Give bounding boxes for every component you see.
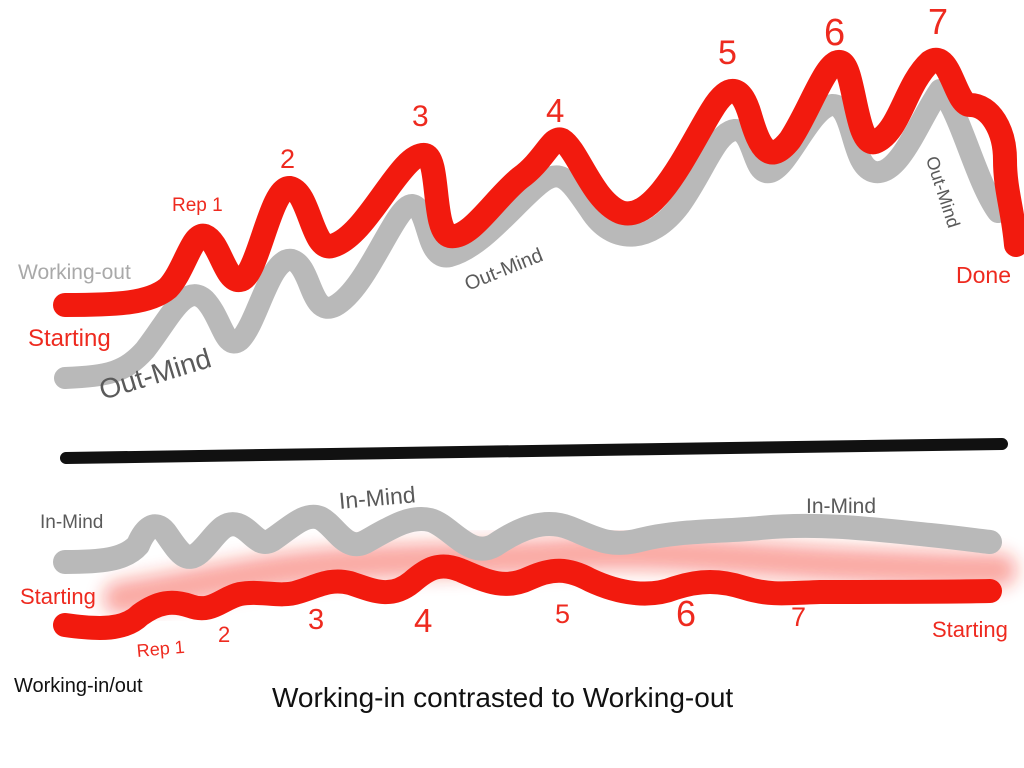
- starting-label-bottom-left: Starting: [20, 584, 96, 609]
- in-mind-line-bottom: [53, 504, 1002, 574]
- rep-1-label-bottom: Rep 1: [135, 636, 186, 661]
- starting-label-top: Starting: [28, 325, 111, 352]
- in-mind-label-1: In-Mind: [40, 512, 104, 533]
- glow-band: [103, 535, 1017, 615]
- working-in-line-bottom: [53, 554, 1002, 640]
- rep-1-label-top: Rep 1: [172, 195, 223, 216]
- done-label: Done: [956, 262, 1011, 288]
- rep-4-label-top: 4: [546, 92, 565, 129]
- working-out-label: Working-out: [18, 261, 131, 284]
- rep-7-label-top: 7: [928, 1, 949, 42]
- diagram-caption: Working-in contrasted to Working-out: [272, 682, 734, 713]
- starting-label-bottom-right: Starting: [932, 617, 1008, 642]
- in-mind-label-3: In-Mind: [806, 495, 877, 518]
- rep-5-label-top: 5: [718, 34, 737, 72]
- rep-4-label-bottom: 4: [414, 602, 433, 639]
- rep-6-label-bottom: 6: [676, 593, 697, 634]
- rep-5-label-bottom: 5: [555, 599, 571, 629]
- working-out-line-top: [53, 48, 1024, 317]
- rep-7-label-bottom: 7: [791, 602, 807, 632]
- divider-line: [60, 438, 1008, 464]
- rep-3-label-bottom: 3: [308, 604, 325, 636]
- rep-3-label-top: 3: [412, 100, 429, 133]
- working-in-out-label: Working-in/out: [14, 675, 143, 697]
- rep-2-label-top: 2: [280, 144, 296, 174]
- rep-2-label-bottom: 2: [218, 622, 231, 647]
- rep-6-label-top: 6: [824, 12, 846, 54]
